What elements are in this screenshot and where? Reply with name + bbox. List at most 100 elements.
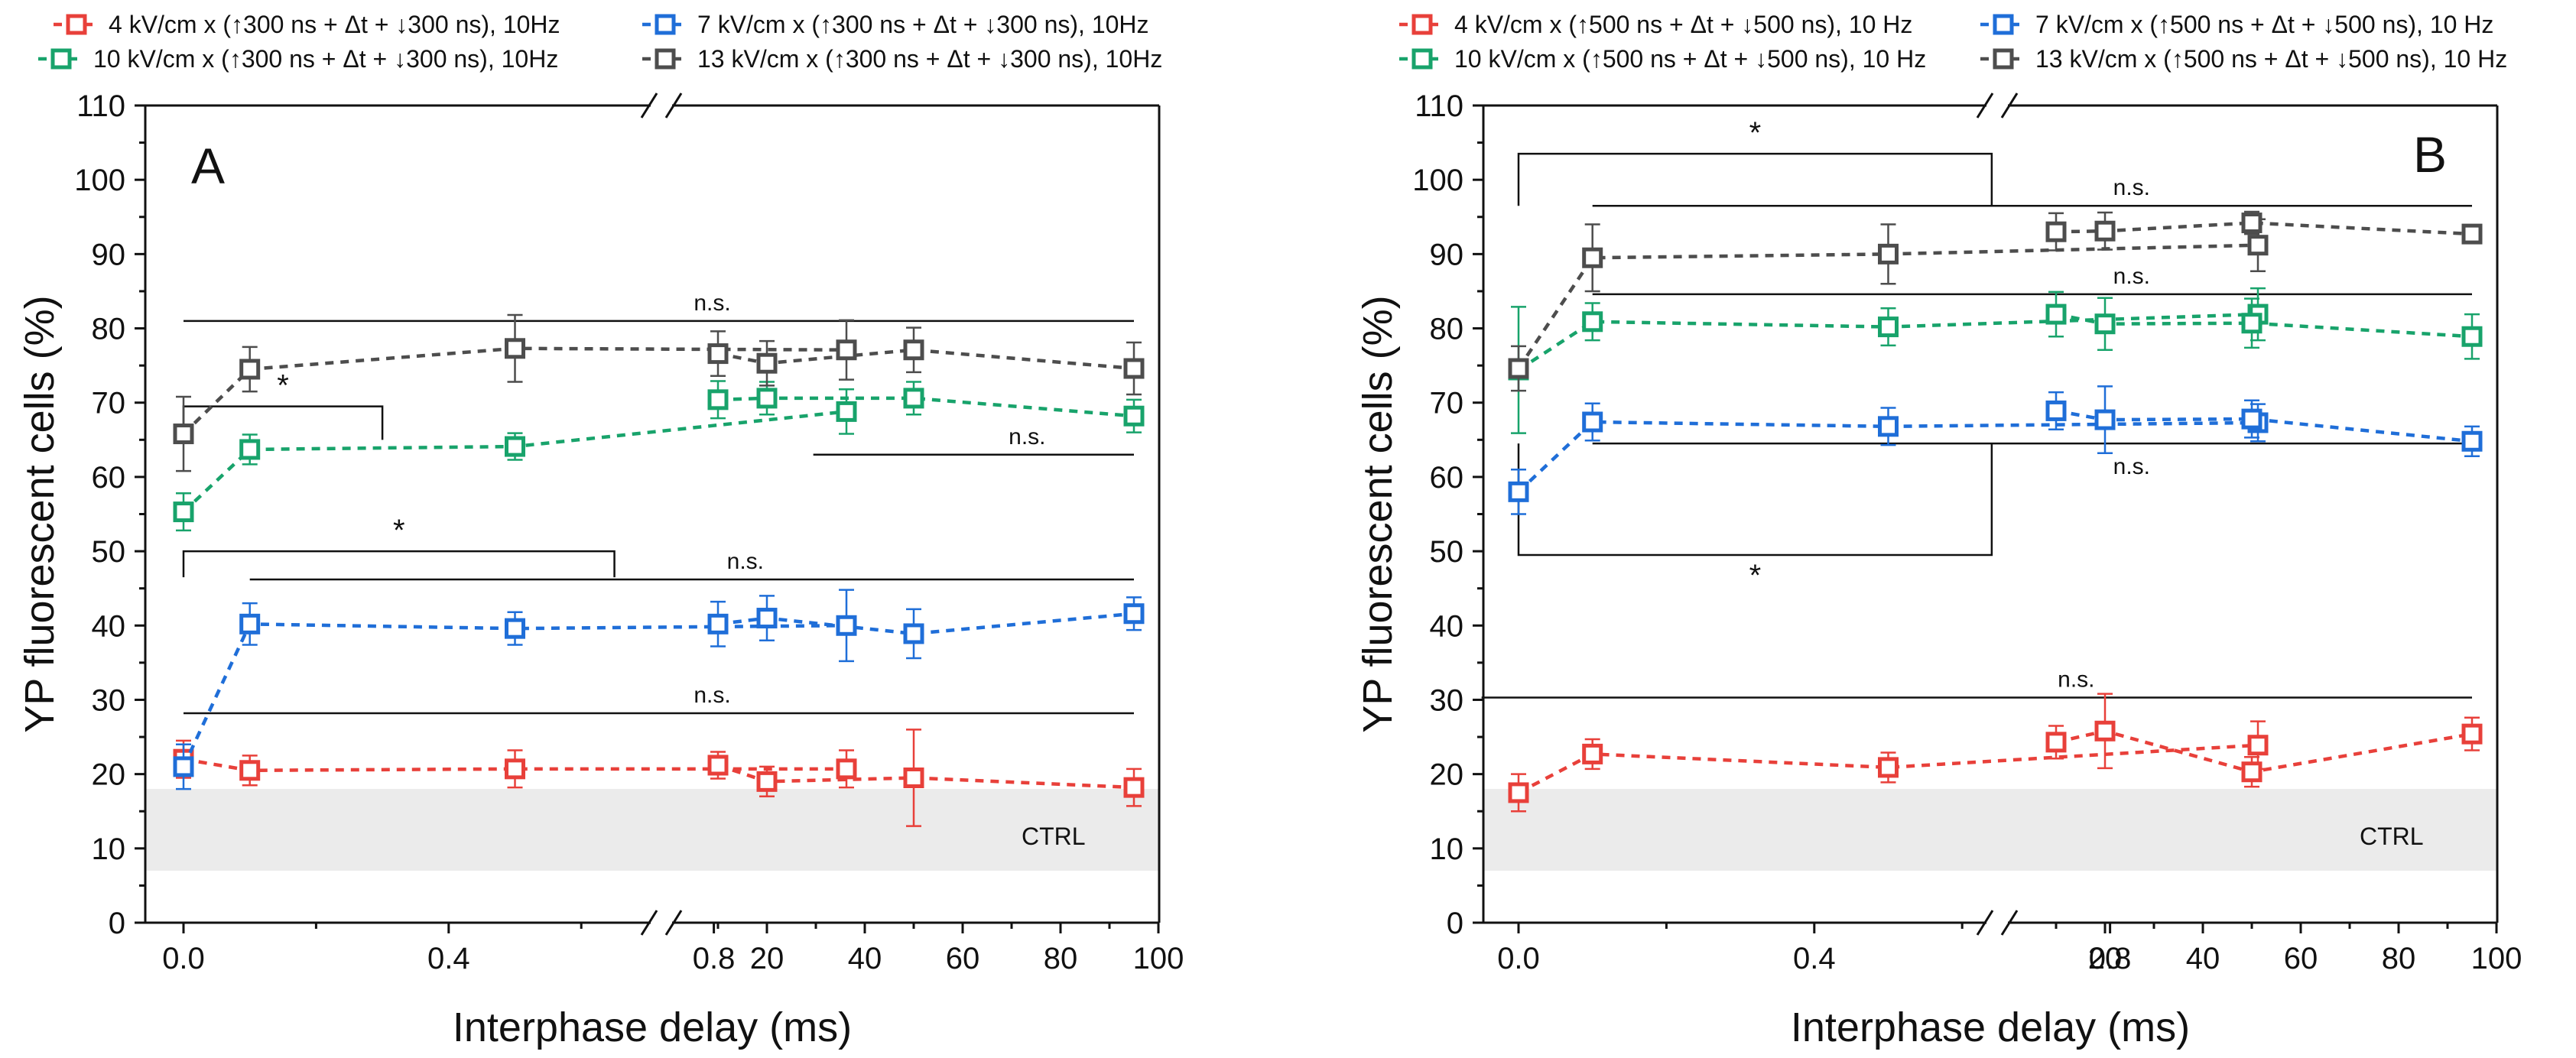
y-tick-label: 60 xyxy=(1430,461,1464,495)
significance-bracket xyxy=(1517,152,1993,206)
data-point xyxy=(2461,326,2483,347)
legend-item: 4 kV/cm x (↑500 ns + Δt + ↓500 ns), 10 H… xyxy=(1399,11,1912,38)
x-tick-label: 60 xyxy=(2284,942,2318,975)
x-tick-label: 0.4 xyxy=(427,942,470,975)
data-point xyxy=(2094,409,2116,430)
x-axis-title: Interphase delay (ms) xyxy=(453,1004,852,1050)
x-axis-title: Interphase delay (ms) xyxy=(1791,1004,2190,1050)
data-point xyxy=(2247,235,2269,256)
y-tick-label: 90 xyxy=(92,238,126,271)
legend-label: 13 kV/cm x (↑300 ns + Δt + ↓300 ns), 10H… xyxy=(697,45,1162,73)
data-point xyxy=(1508,782,1529,803)
data-point xyxy=(173,424,194,445)
series-line xyxy=(1517,243,2259,370)
series-line xyxy=(717,612,1135,636)
data-point xyxy=(2094,220,2116,242)
y-tick-label: 70 xyxy=(92,387,126,420)
data-point xyxy=(2247,735,2269,756)
data-point xyxy=(836,615,857,636)
data-point xyxy=(239,613,261,634)
series-line xyxy=(717,763,1135,790)
y-tick-label: 110 xyxy=(76,89,125,123)
x-tick-label: 40 xyxy=(2186,942,2220,975)
significance-label: n.s. xyxy=(2113,175,2150,200)
legend-marker xyxy=(1993,48,2014,70)
x-tick-label: 0.4 xyxy=(1793,942,1836,975)
series-line xyxy=(717,348,1135,371)
significance-bracket xyxy=(182,550,616,578)
series-line xyxy=(1517,312,2259,372)
data-point xyxy=(505,618,525,639)
significance-annotation: n.s. xyxy=(184,683,1134,715)
data-point xyxy=(239,760,261,781)
data-point xyxy=(1878,243,1899,264)
x-tick-label: 100 xyxy=(2471,942,2522,975)
significance-annotation: n.s. xyxy=(1592,175,2472,207)
axis-break-mark xyxy=(640,910,658,936)
x-tick-label: 20 xyxy=(750,942,784,975)
data-point xyxy=(903,767,924,788)
data-point xyxy=(2045,221,2067,242)
data-point xyxy=(1123,603,1145,625)
y-tick-label: 100 xyxy=(74,164,125,197)
data-point xyxy=(2045,732,2067,753)
significance-annotation: n.s. xyxy=(813,424,1134,456)
x-tick-label: 40 xyxy=(848,942,882,975)
y-tick-label: 10 xyxy=(1430,832,1464,866)
ctrl-band xyxy=(1483,789,2497,871)
x-tick-label: 0.8 xyxy=(693,942,736,975)
significance-annotation: * xyxy=(1517,116,1993,206)
axis-break-mark xyxy=(664,910,683,936)
significance-label: n.s. xyxy=(1009,424,1045,449)
data-point xyxy=(2461,223,2483,245)
data-point xyxy=(756,608,778,629)
series-2 xyxy=(1508,287,2483,434)
y-axis-title: YP fluorescent cells (%) xyxy=(1355,295,1401,732)
series-0 xyxy=(173,729,1145,827)
panel-letter: B xyxy=(2413,126,2447,183)
data-point xyxy=(903,623,924,644)
data-point xyxy=(2241,213,2263,234)
y-tick-label: 100 xyxy=(1412,164,1463,197)
y-tick-label: 110 xyxy=(1415,89,1463,123)
significance-label: n.s. xyxy=(2058,667,2094,693)
y-tick-label: 20 xyxy=(92,758,126,792)
series-line xyxy=(182,346,847,436)
series-line xyxy=(1517,420,2259,493)
legend-label: 13 kV/cm x (↑500 ns + Δt + ↓500 ns), 10 … xyxy=(2035,45,2507,73)
y-tick-label: 40 xyxy=(1430,609,1464,643)
y-tick-label: 30 xyxy=(1430,683,1464,717)
data-point xyxy=(239,359,261,380)
data-point xyxy=(2094,313,2116,335)
panel-a: CTRL 0 10 20 30 40 50 60 70 80 90 100 110 0.0 0.4 0.8 20… xyxy=(17,11,1184,1050)
legend: 4 kV/cm x (↑300 ns + Δt + ↓300 ns), 10Hz… xyxy=(38,11,1162,73)
y-tick-label: 0 xyxy=(109,907,125,940)
ctrl-band xyxy=(145,789,1159,871)
y-tick-label: 30 xyxy=(92,683,126,717)
legend-label: 4 kV/cm x (↑300 ns + Δt + ↓300 ns), 10Hz xyxy=(109,11,560,38)
series-line xyxy=(2055,409,2473,443)
y-tick-label: 0 xyxy=(1447,907,1463,940)
significance-label: n.s. xyxy=(694,290,730,316)
legend-label: 7 kV/cm x (↑500 ns + Δt + ↓500 ns), 10 H… xyxy=(2035,11,2493,38)
significance-label: n.s. xyxy=(694,683,730,708)
data-point xyxy=(836,401,857,422)
data-point xyxy=(707,389,729,411)
significance-star: * xyxy=(1749,116,1762,150)
data-point xyxy=(1508,481,1529,502)
series-line xyxy=(2055,221,2473,236)
data-point xyxy=(2461,723,2483,745)
data-point xyxy=(2241,408,2263,430)
axis-break-mark xyxy=(1976,92,1994,118)
legend-marker xyxy=(50,48,72,70)
legend-marker xyxy=(1411,14,1433,35)
data-point xyxy=(1878,757,1899,778)
y-tick-label: 90 xyxy=(1430,238,1464,271)
significance-annotation: n.s. xyxy=(1481,667,2472,699)
y-tick-label: 50 xyxy=(1430,535,1464,569)
x-tick-label: 0.8 xyxy=(2089,942,2132,975)
legend-item: 13 kV/cm x (↑500 ns + Δt + ↓500 ns), 10 … xyxy=(1980,45,2507,73)
x-tick-label: 60 xyxy=(946,942,980,975)
